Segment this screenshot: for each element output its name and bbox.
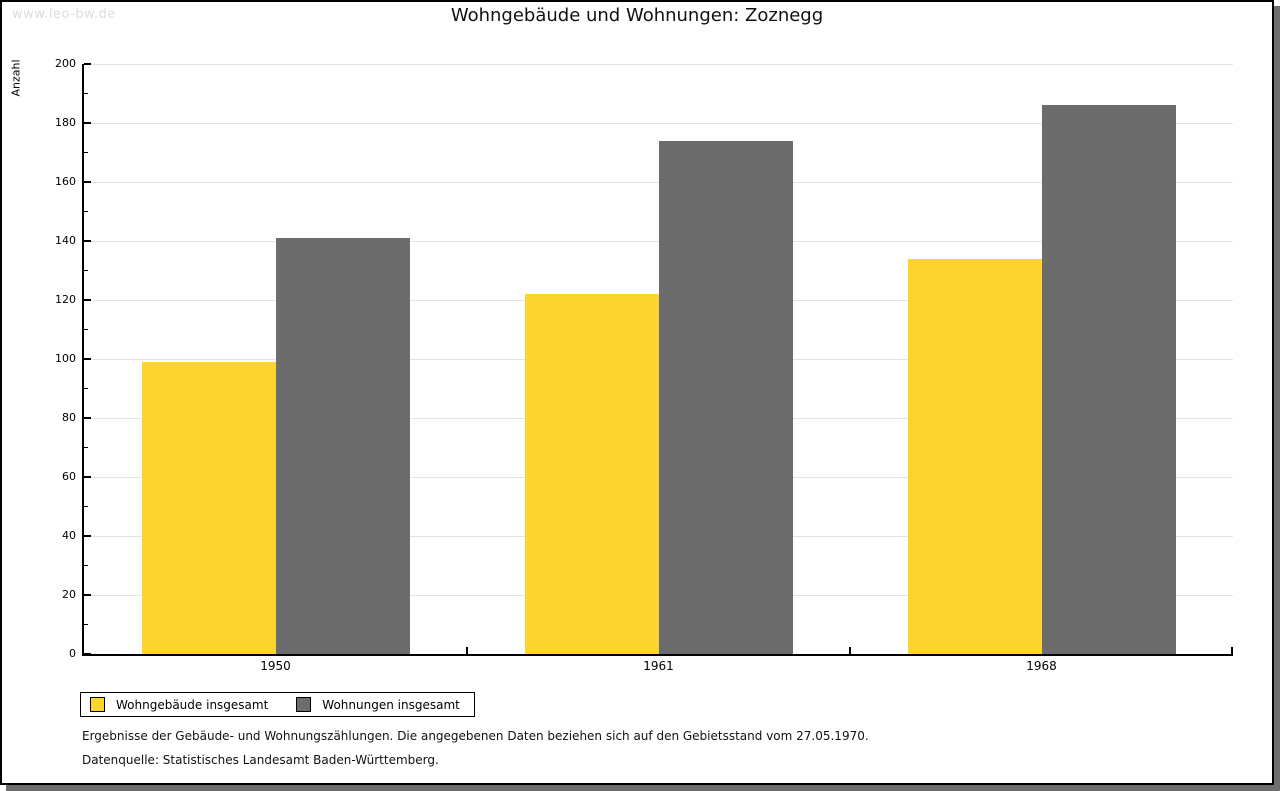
y-tick-label: 120 <box>55 293 76 306</box>
y-axis-major-tick <box>84 417 91 419</box>
y-axis-major-tick <box>84 535 91 537</box>
x-axis-tick <box>849 647 851 654</box>
y-axis-minor-tick <box>84 328 88 330</box>
x-axis-line <box>82 654 1233 656</box>
plot-area: 0 20 40 60 80 100 120 140 160 180 200 1950 1961 1968 <box>55 57 1233 673</box>
legend: Wohngebäude insgesamt Wohnungen insgesam… <box>80 692 475 717</box>
y-axis-major-tick <box>84 594 91 596</box>
y-axis-title: Anzahl <box>9 59 23 97</box>
y-axis-minor-tick <box>84 505 88 507</box>
y-axis-major-tick <box>84 240 91 242</box>
gridline <box>84 64 1233 65</box>
bar-1968-wohnungen <box>1041 105 1176 654</box>
y-tick-label: 200 <box>55 57 76 70</box>
footnote-source: Datenquelle: Statistisches Landesamt Bad… <box>82 753 439 767</box>
y-tick-label: 20 <box>62 588 76 601</box>
y-tick-label: 100 <box>55 352 76 365</box>
legend-entry-wohngebaeude: Wohngebäude insgesamt <box>90 697 268 712</box>
y-axis-minor-tick <box>84 387 88 389</box>
footnote-note: Ergebnisse der Gebäude- und Wohnungszähl… <box>82 729 869 743</box>
bar-1961-wohngebaeude <box>524 294 659 654</box>
legend-swatch-gray <box>296 697 312 712</box>
y-tick-label: 140 <box>55 234 76 247</box>
y-tick-label: 60 <box>62 470 76 483</box>
y-tick-label: 0 <box>69 647 76 660</box>
y-axis-minor-tick <box>84 151 88 153</box>
y-axis-major-tick <box>84 122 91 124</box>
y-axis-major-tick <box>84 181 91 183</box>
x-tick-label: 1950 <box>260 659 291 673</box>
y-axis-minor-tick <box>84 623 88 625</box>
x-axis-end-tick <box>1231 647 1233 654</box>
y-axis-minor-tick <box>84 446 88 448</box>
x-axis-tick <box>466 647 468 654</box>
chart-title: Wohngebäude und Wohnungen: Zoznegg <box>450 5 824 26</box>
y-axis-minor-tick <box>84 564 88 566</box>
y-axis-major-tick <box>84 476 91 478</box>
y-axis-major-tick <box>84 63 91 65</box>
y-axis-minor-tick <box>84 92 88 94</box>
bar-1961-wohnungen <box>658 140 793 654</box>
y-tick-label: 80 <box>62 411 76 424</box>
legend-swatch-yellow <box>90 697 105 712</box>
gridline <box>84 123 1233 124</box>
y-axis-minor-tick <box>84 269 88 271</box>
legend-label: Wohngebäude insgesamt <box>116 697 269 712</box>
y-axis-major-tick <box>84 653 91 655</box>
bar-1950-wohnungen <box>275 238 410 654</box>
y-axis-major-tick <box>84 299 91 301</box>
bar-1950-wohngebaeude <box>141 361 276 654</box>
legend-entry-wohnungen: Wohnungen insgesamt <box>296 697 460 712</box>
legend-label: Wohnungen insgesamt <box>322 697 460 712</box>
watermark: www.leo-bw.de <box>12 7 116 22</box>
bar-1968-wohngebaeude <box>907 258 1042 654</box>
y-axis-minor-tick <box>84 210 88 212</box>
y-tick-label: 180 <box>55 116 76 129</box>
y-axis-line <box>82 64 84 656</box>
y-tick-label: 40 <box>62 529 76 542</box>
y-tick-label: 160 <box>55 175 76 188</box>
x-tick-label: 1961 <box>643 659 674 673</box>
x-tick-label: 1968 <box>1026 659 1057 673</box>
y-axis-major-tick <box>84 358 91 360</box>
